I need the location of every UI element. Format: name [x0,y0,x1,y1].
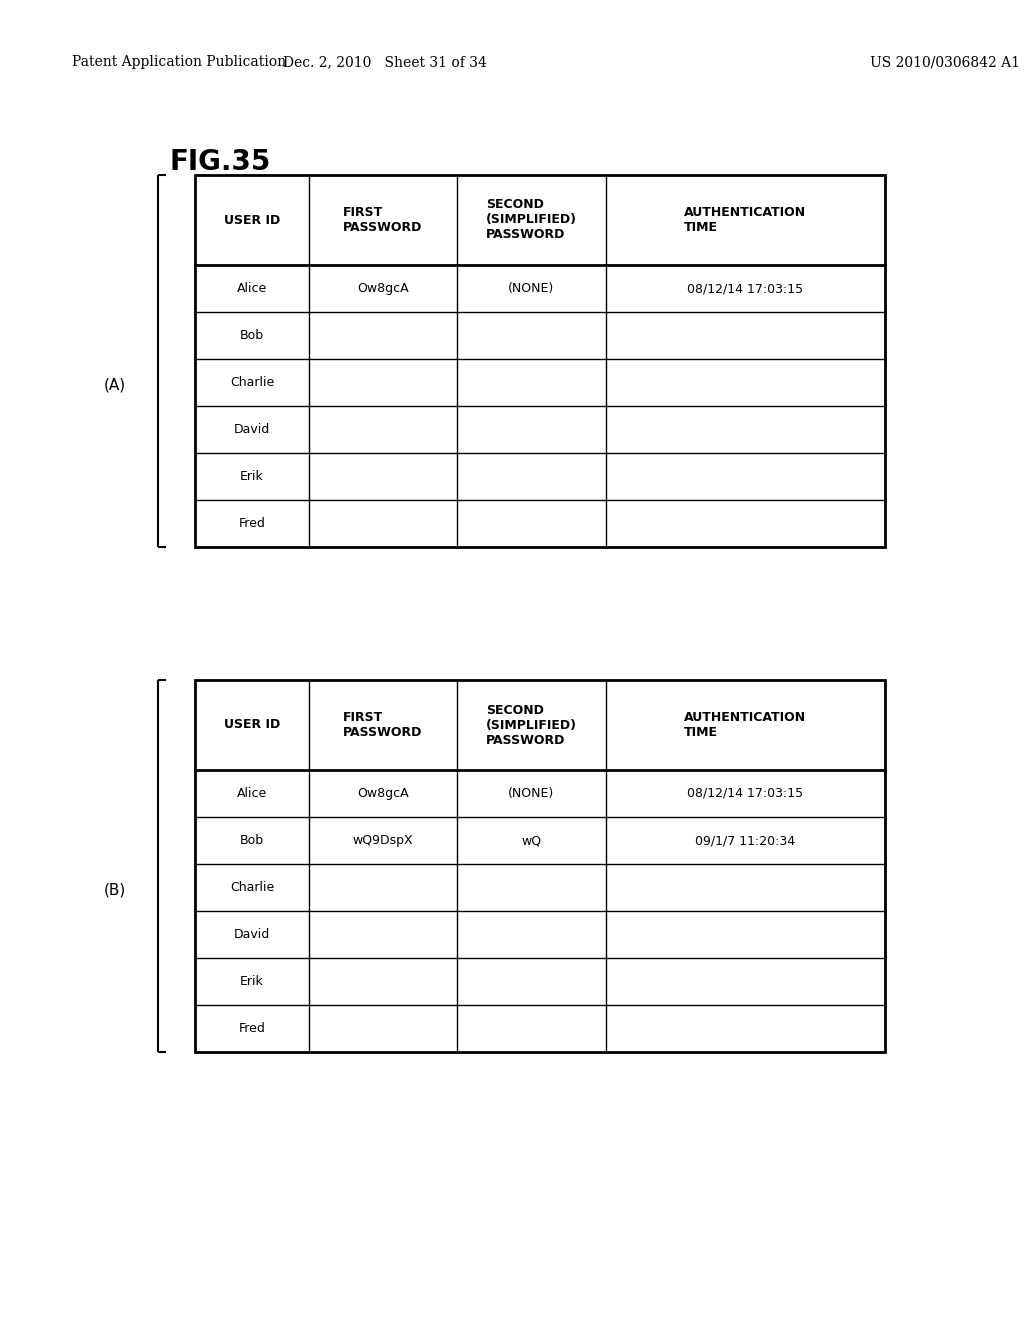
Text: wQ9DspX: wQ9DspX [352,834,414,847]
Text: Erik: Erik [240,975,264,987]
Text: Alice: Alice [237,787,267,800]
Text: FIG.35: FIG.35 [170,148,271,176]
Text: USER ID: USER ID [224,214,280,227]
Text: US 2010/0306842 A1: US 2010/0306842 A1 [870,55,1020,69]
Text: Charlie: Charlie [229,880,274,894]
Text: Dec. 2, 2010   Sheet 31 of 34: Dec. 2, 2010 Sheet 31 of 34 [283,55,487,69]
Text: AUTHENTICATION
TIME: AUTHENTICATION TIME [684,711,806,739]
Text: FIRST
PASSWORD: FIRST PASSWORD [343,206,423,234]
Text: USER ID: USER ID [224,718,280,731]
Text: Bob: Bob [240,834,264,847]
Text: Fred: Fred [239,1022,265,1035]
Text: (B): (B) [103,883,126,898]
Text: Bob: Bob [240,329,264,342]
Text: SECOND
(SIMPLIFIED)
PASSWORD: SECOND (SIMPLIFIED) PASSWORD [485,198,577,242]
Text: Erik: Erik [240,470,264,483]
Text: (NONE): (NONE) [508,787,555,800]
Text: Charlie: Charlie [229,376,274,389]
Text: David: David [233,928,270,941]
Text: wQ: wQ [521,834,542,847]
Text: Fred: Fred [239,517,265,531]
Text: 09/1/7 11:20:34: 09/1/7 11:20:34 [695,834,796,847]
Bar [195,176,885,546]
Text: Ow8gcA: Ow8gcA [357,282,409,294]
Text: AUTHENTICATION
TIME: AUTHENTICATION TIME [684,206,806,234]
Bar [195,680,885,1052]
Text: (NONE): (NONE) [508,282,555,294]
Text: Patent Application Publication: Patent Application Publication [72,55,286,69]
Text: 08/12/14 17:03:15: 08/12/14 17:03:15 [687,282,804,294]
Text: David: David [233,422,270,436]
Text: Alice: Alice [237,282,267,294]
Text: (A): (A) [104,378,126,392]
Text: Ow8gcA: Ow8gcA [357,787,409,800]
Text: FIRST
PASSWORD: FIRST PASSWORD [343,711,423,739]
Text: 08/12/14 17:03:15: 08/12/14 17:03:15 [687,787,804,800]
Text: SECOND
(SIMPLIFIED)
PASSWORD: SECOND (SIMPLIFIED) PASSWORD [485,704,577,747]
